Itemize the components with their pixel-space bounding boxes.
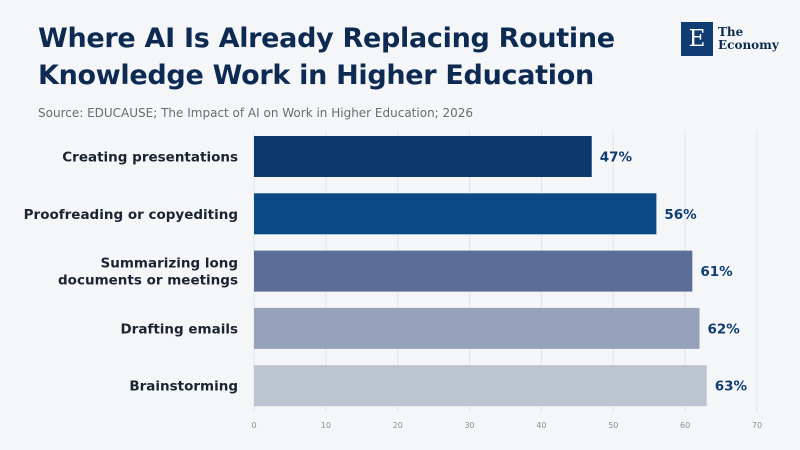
x-tick-label: 0	[251, 421, 256, 430]
value-label: 62%	[708, 321, 741, 337]
logo-wordmark: The Economy	[718, 26, 779, 52]
category-label: Drafting emails	[120, 321, 238, 337]
bar	[254, 136, 592, 177]
bar	[254, 365, 707, 407]
category-label: Brainstorming	[129, 379, 238, 395]
chart-title: Where AI Is Already Replacing Routine Kn…	[38, 23, 615, 91]
category-label: Creating presentations	[62, 150, 238, 166]
logo-mark-icon: E	[681, 22, 713, 56]
x-tick-label: 10	[321, 421, 331, 430]
x-tick-label: 40	[536, 421, 546, 430]
x-tick-label: 20	[393, 421, 403, 430]
bar	[254, 307, 700, 349]
x-tick-label: 50	[608, 421, 618, 430]
value-label: 47%	[600, 150, 633, 166]
value-label: 61%	[700, 264, 733, 280]
value-label: 56%	[664, 207, 697, 223]
x-tick-label: 30	[464, 421, 474, 430]
publisher-logo: E The Economy	[681, 22, 779, 56]
bar	[254, 250, 693, 292]
category-label: Summarizing long documents or meetings	[58, 256, 238, 289]
x-tick-label: 70	[752, 421, 762, 430]
bar	[254, 193, 657, 235]
category-label: Proofreading or copyediting	[24, 207, 238, 223]
logo-line-2: Economy	[718, 38, 779, 52]
logo-line-1: The	[718, 25, 744, 39]
x-tick-label: 60	[680, 421, 690, 430]
value-label: 63%	[715, 379, 748, 395]
source-note: Source: EDUCAUSE; The Impact of AI on Wo…	[38, 106, 474, 120]
